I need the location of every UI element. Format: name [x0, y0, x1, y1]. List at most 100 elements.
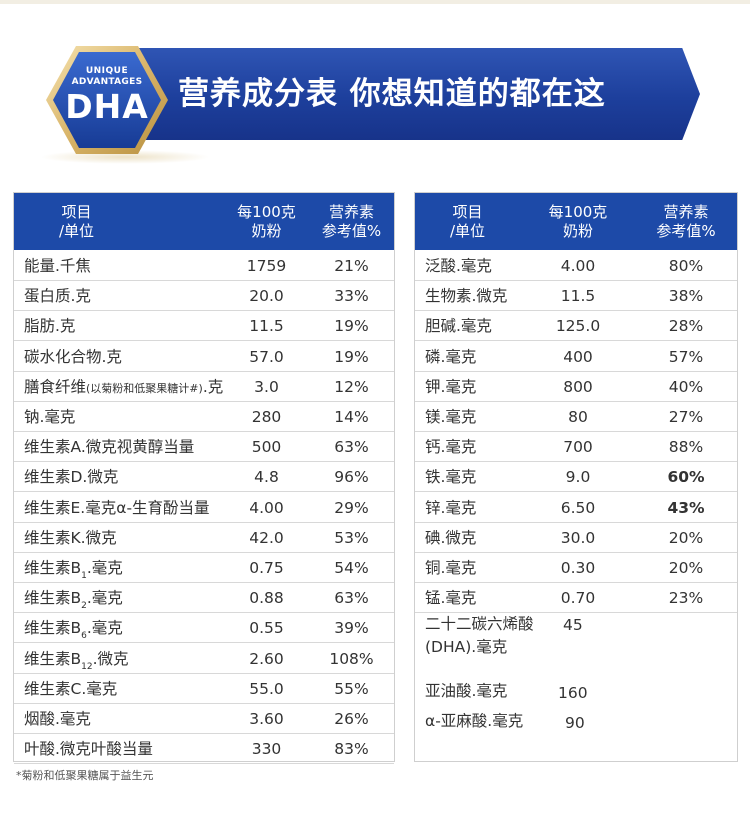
table-row: 锌.毫克 6.50 43%: [415, 492, 737, 523]
nrv-value: 26%: [334, 710, 369, 728]
item-name-part: 维生素B: [24, 619, 82, 638]
item-name-part: 维生素B: [24, 559, 82, 577]
table-row: 钠.毫克 280 14%: [14, 401, 394, 432]
item-name-unit: .微克: [92, 649, 129, 668]
per100g-value: 800: [563, 377, 593, 396]
extra-row: α-亚麻酸.毫克 90: [415, 705, 737, 735]
item-name: 磷.毫克: [425, 347, 477, 366]
nrv-value: 63%: [334, 589, 369, 608]
nrv-value: 54%: [334, 559, 369, 577]
header-per100g: 每100克 奶粉: [548, 203, 608, 240]
item-name: 能量.千焦: [24, 257, 91, 275]
per100g-value: 3.0: [254, 377, 279, 396]
item-name: 维生素B12.微克: [24, 643, 129, 673]
item-name: 烟酸.毫克: [24, 710, 91, 728]
banner-ribbon: [108, 48, 700, 140]
nrv-value: 33%: [334, 287, 369, 306]
nrv-value: 28%: [668, 317, 704, 336]
item-name-subscript: 2: [81, 601, 87, 612]
per100g-value: 500: [251, 438, 282, 457]
table-row: 维生素B2.毫克 0.88 63%: [14, 582, 394, 614]
item-name-part: 维生素B: [24, 589, 82, 608]
per100g-value: 20.0: [249, 287, 284, 306]
table-row: 碳水化合物.克 57.0 19%: [14, 341, 394, 372]
banner-title: 营养成分表 你想知道的都在这: [178, 76, 606, 112]
item-name: 碳水化合物.克: [24, 347, 122, 366]
per100g-value: 11.5: [249, 317, 284, 336]
table-row: 泛酸.毫克 4.00 80%: [415, 250, 737, 281]
item-name: 胆碱.毫克: [425, 317, 492, 336]
per100g-value: 11.5: [560, 287, 596, 306]
per100g-value: 4.00: [249, 498, 284, 517]
nrv-value: 63%: [334, 438, 369, 457]
item-name: 镁.毫克: [425, 408, 477, 426]
per100g-value: 30.0: [560, 528, 596, 547]
nrv-value: 83%: [334, 740, 369, 759]
item-name: 铜.毫克: [425, 559, 477, 577]
nutrition-table-right: 项目/单位 每100克 奶粉 营养素 参考值% 泛酸.毫克 4.00 80% 生物素.微克…: [414, 192, 738, 762]
footnote: *菊粉和低聚果糖属于益生元: [16, 769, 154, 782]
item-name: 泛酸.毫克: [425, 257, 492, 275]
per100g-value: 3.60: [249, 710, 284, 728]
item-name: 维生素B1.毫克: [24, 552, 123, 582]
per100g-value: 45: [563, 616, 583, 634]
item-name: 维生素B2.毫克: [24, 582, 123, 612]
nrv-value: 12%: [334, 377, 369, 396]
per100g-value: 6.50: [560, 498, 596, 517]
badge-line-2: ADVANTAGES: [71, 77, 143, 87]
table-row: 能量.千焦 1759 21%: [14, 250, 394, 281]
item-name: 钙.毫克: [425, 438, 477, 457]
table-row: 维生素C.毫克 55.0 55%: [14, 673, 394, 704]
item-name: 亚油酸.毫克: [425, 682, 508, 700]
nrv-value: 29%: [334, 498, 369, 517]
item-name: 维生素E.毫克α-生育酚当量: [24, 498, 210, 517]
item-name: 膳食纤维(以菊粉和低聚果糖计#).克: [24, 371, 223, 401]
table-row: 胆碱.毫克 125.0 28%: [415, 310, 737, 342]
nrv-value: 21%: [334, 257, 369, 275]
nrv-value: 19%: [334, 347, 369, 366]
table-row: 锰.毫克 0.70 23%: [415, 582, 737, 614]
nrv-value: 39%: [334, 619, 369, 638]
per100g-value: 1759: [246, 257, 287, 275]
table-row: 维生素A.微克视黄醇当量 500 63%: [14, 431, 394, 463]
per100g-value: 160: [558, 684, 588, 702]
per100g-value: 0.88: [249, 589, 284, 608]
item-name-line1: 二十二碳六烯酸: [425, 615, 534, 633]
table-row: 蛋白质.克 20.0 33%: [14, 280, 394, 312]
badge-dha-text: DHA: [65, 87, 149, 126]
item-name: 铁.毫克: [425, 468, 477, 487]
table-row: 脂肪.克 11.5 19%: [14, 310, 394, 342]
extra-row: 亚油酸.毫克 160: [415, 675, 737, 705]
table-row: 膳食纤维(以菊粉和低聚果糖计#).克 3.0 12%: [14, 371, 394, 402]
per100g-value: 90: [565, 714, 585, 732]
per100g-value: 42.0: [249, 528, 284, 547]
nrv-value: 20%: [668, 559, 704, 577]
per100g-value: 2.60: [249, 649, 284, 668]
nrv-value: 43%: [667, 498, 705, 517]
item-name-part: 维生素B: [24, 649, 82, 668]
extra-row: 二十二碳六烯酸 (DHA).毫克 45: [415, 613, 737, 673]
table-row: 维生素B12.微克 2.60 108%: [14, 643, 394, 674]
table-row: 碘.微克 30.0 20%: [415, 522, 737, 553]
item-name: 维生素K.微克: [24, 528, 117, 547]
nrv-value: 19%: [334, 317, 369, 336]
table-row: 钾.毫克 800 40%: [415, 371, 737, 402]
table-row: 维生素B1.毫克 0.75 54%: [14, 552, 394, 583]
table-row: 烟酸.毫克 3.60 26%: [14, 703, 394, 734]
per100g-value: 0.55: [249, 619, 284, 638]
table-row: 生物素.微克 11.5 38%: [415, 280, 737, 312]
nrv-value: 38%: [668, 287, 704, 306]
per100g-value: 400: [563, 347, 593, 366]
table-row: 维生素K.微克 42.0 53%: [14, 522, 394, 553]
per100g-value: 9.0: [565, 468, 591, 487]
item-name-line2: (DHA).毫克: [425, 638, 508, 656]
item-name: 锌.毫克: [425, 498, 477, 517]
item-name: 维生素A.微克视黄醇当量: [24, 438, 195, 457]
item-name-subscript: 1: [81, 571, 87, 581]
item-name-note: (以菊粉和低聚果糖计#): [86, 381, 203, 395]
header-per100g: 每100克 奶粉: [237, 203, 296, 240]
header-nrv: 营养素 参考值%: [321, 203, 382, 240]
per100g-value: 280: [251, 408, 282, 426]
per100g-value: 700: [563, 438, 593, 457]
badge-line-1: UNIQUE: [85, 66, 129, 76]
